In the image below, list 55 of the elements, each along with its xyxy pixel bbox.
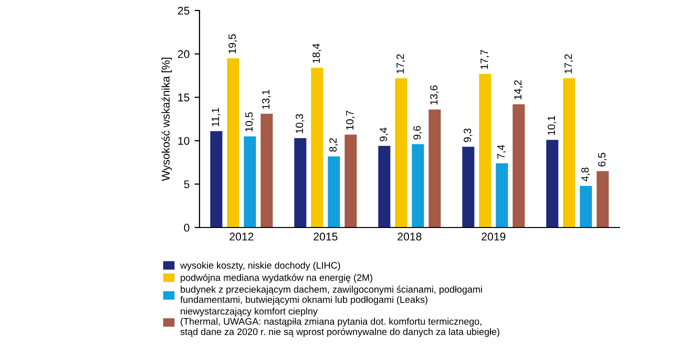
legend-label: niewystarczający komfort cieplny (Thermal, UWAGA: nastąpiła zmiana pytania dot. komfortu termicznego, stąd dane za 2020 r. nie są wprost porównywalne do danych za lata ubiegłe)	[180, 308, 500, 337]
bar	[546, 140, 558, 228]
x-tick-label: 2012	[230, 232, 254, 241]
bar	[580, 186, 592, 228]
bar	[412, 144, 424, 228]
y-axis-title: Wysokość wskaźnika [%]	[161, 58, 172, 181]
x-tick-label: 2019	[482, 232, 506, 241]
data-label: 13,1	[262, 90, 271, 109]
bar	[210, 131, 222, 228]
bar	[328, 156, 340, 228]
bar	[479, 74, 492, 228]
data-label: 9,6	[413, 126, 422, 140]
data-label: 10,7	[346, 110, 355, 130]
y-tick-label: 20	[178, 50, 190, 58]
bar	[378, 146, 390, 228]
data-label: 4,8	[581, 168, 590, 182]
y-tick-label: 15	[178, 94, 190, 102]
data-label: 17,2	[564, 54, 574, 74]
data-label: 18,4	[312, 44, 322, 63]
x-tick-label: 2018	[398, 232, 422, 241]
data-label: 14,2	[514, 80, 523, 100]
data-label: 8,2	[329, 138, 338, 152]
data-label: 19,5	[228, 34, 238, 54]
y-tick-label: 0	[184, 224, 190, 232]
data-label: 11,1	[212, 108, 220, 126]
bar	[227, 58, 240, 228]
bar	[294, 138, 306, 228]
bar	[596, 171, 609, 228]
y-tick-label: 25	[178, 6, 190, 15]
data-label: 9,3	[464, 128, 472, 142]
data-label: 10,5	[245, 112, 254, 132]
bar	[563, 78, 576, 228]
data-label: 6,5	[598, 152, 607, 166]
bar	[244, 136, 256, 228]
bar	[512, 104, 525, 228]
data-label: 13,6	[430, 85, 439, 104]
bar	[260, 114, 273, 228]
data-label: 9,4	[380, 128, 388, 142]
y-tick-label: 5	[184, 180, 190, 188]
data-label: 10,1	[548, 116, 556, 135]
data-label: 17,7	[480, 50, 490, 69]
bar	[428, 109, 441, 228]
data-label: 17,2	[396, 54, 406, 74]
bar	[462, 146, 474, 228]
bar	[311, 68, 324, 228]
data-label: 10,3	[296, 114, 304, 134]
data-label: 7,4	[497, 144, 506, 159]
bar	[395, 78, 408, 228]
y-tick-label: 10	[178, 136, 190, 145]
bar	[344, 134, 357, 228]
legend-label: wysokie koszty, niskie dochody (LIHC)	[180, 262, 340, 271]
legend-label: budynek z przeciekającym dachem, zawilgoconymi ścianami, podłogami fundamentami, butwiejącymi oknami lub podłogami (Leaks)	[180, 286, 482, 305]
x-tick-label: 2015	[314, 232, 338, 241]
legend-label: podwójna mediana wydatków na energię (2M)	[180, 274, 372, 283]
bar	[496, 163, 508, 228]
